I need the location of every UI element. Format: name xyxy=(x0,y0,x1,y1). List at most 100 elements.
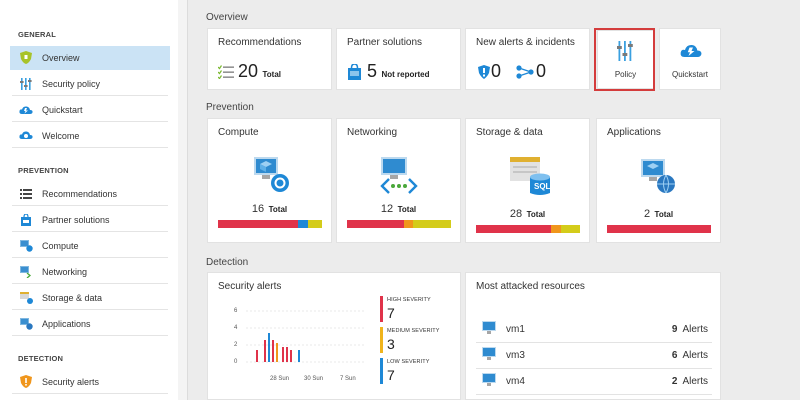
high-severity-marker xyxy=(380,296,383,322)
low-severity-count: 7 xyxy=(387,367,395,383)
security-alerts-tile[interactable]: Security alerts 6 4 2 0 28 Sun 30 Sun 7 … xyxy=(207,272,461,400)
sidebar-item-label: Networking xyxy=(42,266,88,277)
applications-count: 2 xyxy=(643,208,651,220)
quickstart-label: Quickstart xyxy=(671,70,708,79)
severity-segment xyxy=(561,225,580,233)
sidebar-item-partner-solutions[interactable]: Partner solutions xyxy=(12,208,168,232)
quickstart-tile[interactable]: Quickstart xyxy=(659,28,721,90)
severity-segment xyxy=(404,220,413,228)
recommendations-suffix: Total xyxy=(262,70,281,79)
severity-segment xyxy=(412,220,451,228)
vm-icon xyxy=(482,347,496,363)
sidebar-item-label: Security alerts xyxy=(42,376,100,387)
alert-unit: Alerts xyxy=(682,349,708,361)
sidebar-item-storage-data[interactable]: Storage & data xyxy=(12,286,168,310)
sidebar-item-overview[interactable]: Overview xyxy=(10,46,170,70)
sidebar-item-welcome[interactable]: Welcome xyxy=(12,124,168,148)
medium-severity-count: 3 xyxy=(387,336,395,352)
sidebar-section-general: GENERAL xyxy=(18,30,57,39)
sidebar-item-label: Recommendations xyxy=(42,188,118,199)
security-alerts-title: Security alerts xyxy=(218,281,282,292)
x-tick: 7 Sun xyxy=(340,376,356,382)
policy-sliders-icon xyxy=(617,41,633,66)
sidebar-section-detection: DETECTION xyxy=(18,354,64,363)
x-tick: 28 Sun xyxy=(270,376,290,382)
sidebar-item-label: Storage & data xyxy=(42,292,103,303)
sidebar-item-compute[interactable]: Compute xyxy=(12,234,168,258)
list-item[interactable]: vm3 6 Alerts xyxy=(476,342,712,369)
vm-icon xyxy=(482,373,496,389)
x-tick: 30 Sun xyxy=(304,376,324,382)
welcome-cloud-icon xyxy=(18,128,34,144)
new-alerts-tile[interactable]: New alerts & incidents 0 0 xyxy=(465,28,590,90)
high-severity-label: HIGH SEVERITY xyxy=(387,297,431,303)
overview-heading: Overview xyxy=(206,12,248,23)
storage-severity-bar xyxy=(476,225,580,233)
incidents-count: 0 xyxy=(536,61,547,81)
partner-solutions-tile[interactable]: Partner solutions 5 Not reported xyxy=(336,28,461,90)
compute-count: 16 xyxy=(251,203,265,215)
sidebar-item-label: Applications xyxy=(42,318,91,329)
medium-severity-marker xyxy=(380,327,383,353)
resource-name: vm3 xyxy=(506,349,525,361)
sidebar-item-security-policy[interactable]: Security policy xyxy=(12,72,168,96)
sidebar-section-prevention: PREVENTION xyxy=(18,166,69,175)
compute-vm-icon xyxy=(252,155,290,198)
resource-name: vm1 xyxy=(506,323,525,335)
networking-tile-title: Networking xyxy=(347,127,398,138)
sidebar-item-recommendations[interactable]: Recommendations xyxy=(12,182,168,206)
compute-icon xyxy=(18,238,34,254)
storage-suffix: Total xyxy=(526,210,546,219)
alerts-count: 0 xyxy=(491,61,502,81)
compute-tile[interactable]: Compute 16 Total xyxy=(207,118,332,243)
sidebar-item-label: Overview xyxy=(42,52,80,63)
sidebar-item-label: Welcome xyxy=(42,130,80,141)
applications-suffix: Total xyxy=(654,210,674,219)
sidebar-item-networking[interactable]: Networking xyxy=(12,260,168,284)
severity-segment xyxy=(347,220,405,228)
most-attacked-title: Most attacked resources xyxy=(476,281,585,292)
compute-severity-bar xyxy=(218,220,322,228)
storage-tile-title: Storage & data xyxy=(476,127,543,138)
severity-segment xyxy=(308,220,322,228)
sidebar-item-applications[interactable]: Applications xyxy=(12,312,168,336)
quickstart-cloud-icon xyxy=(18,102,34,118)
recommendations-tile-title: Recommendations xyxy=(218,37,302,48)
y-tick: 2 xyxy=(234,342,238,348)
checklist-icon xyxy=(217,65,234,84)
networking-tile[interactable]: Networking 12 Total xyxy=(336,118,461,243)
sidebar-item-security-alerts[interactable]: Security alerts xyxy=(12,370,168,394)
partner-count: 5 xyxy=(367,61,378,81)
detection-heading: Detection xyxy=(206,257,249,268)
networking-vnet-icon xyxy=(379,155,419,200)
alert-shield-icon xyxy=(18,374,34,390)
sidebar-item-quickstart[interactable]: Quickstart xyxy=(12,98,168,122)
low-severity-marker xyxy=(380,358,383,384)
alert-count: 6 xyxy=(671,349,678,361)
policy-tile[interactable]: Policy xyxy=(597,30,654,89)
list-item[interactable]: vm1 9 Alerts xyxy=(476,316,712,343)
applications-severity-bar xyxy=(607,225,711,233)
list-item[interactable]: vm4 2 Alerts xyxy=(476,368,712,395)
storage-icon xyxy=(18,290,34,306)
resource-name: vm4 xyxy=(506,375,525,387)
recommendations-tile[interactable]: Recommendations 20 Total xyxy=(207,28,332,90)
sidebar-scrollbar[interactable] xyxy=(178,0,188,400)
policy-label: Policy xyxy=(614,70,637,79)
low-severity-label: LOW SEVERITY xyxy=(387,359,430,365)
policy-sliders-icon xyxy=(18,76,34,92)
networking-icon xyxy=(18,264,34,280)
svg-text:SQL: SQL xyxy=(534,182,551,191)
most-attacked-resources-tile[interactable]: Most attacked resources xyxy=(465,272,721,400)
applications-tile[interactable]: Applications 2 Total xyxy=(596,118,721,243)
storage-data-tile[interactable]: Storage & data SQL 28 Total xyxy=(465,118,590,243)
y-tick: 6 xyxy=(234,308,238,314)
medium-severity-label: MEDIUM SEVERITY xyxy=(387,328,440,334)
severity-segment xyxy=(218,220,299,228)
partner-bag-icon xyxy=(347,63,362,85)
y-tick: 0 xyxy=(234,359,238,365)
alert-unit: Alerts xyxy=(682,375,708,387)
prevention-heading: Prevention xyxy=(206,102,254,113)
sql-database-icon: SQL xyxy=(510,157,554,202)
applications-icon xyxy=(18,316,34,332)
